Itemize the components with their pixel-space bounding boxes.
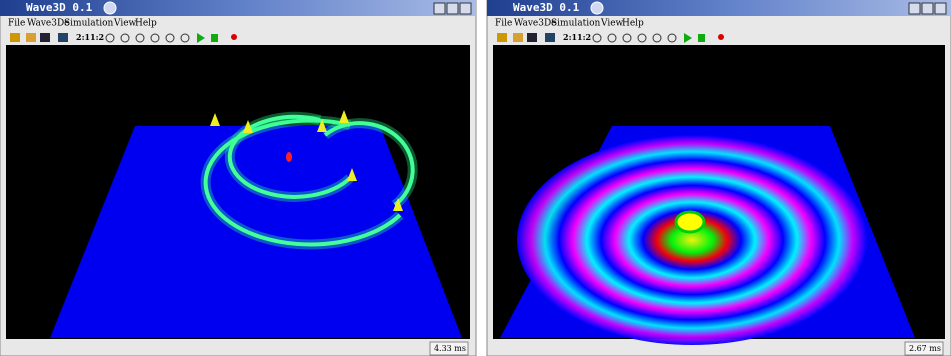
menu-item[interactable]: Help [135, 19, 157, 29]
window-close-button[interactable] [460, 3, 471, 14]
menu-item[interactable]: View [600, 19, 624, 29]
toolbar-button[interactable] [497, 33, 507, 42]
title-icon [591, 2, 603, 14]
pause-button[interactable] [211, 34, 218, 42]
window-min-button[interactable] [909, 3, 920, 14]
window-title: Wave3D 0.1 [513, 1, 580, 14]
toolbar-button[interactable] [545, 33, 555, 42]
menu-item[interactable]: File [8, 19, 25, 29]
toolbar-button[interactable] [26, 33, 36, 42]
status-text: 4.33 ms [434, 344, 466, 353]
peak [286, 152, 292, 162]
menu-item[interactable]: View [113, 19, 137, 29]
window-title: Wave3D 0.1 [26, 1, 93, 14]
ripple [517, 135, 867, 345]
toolbar-button[interactable] [40, 33, 50, 42]
window-close-button[interactable] [935, 3, 946, 14]
toolbar-button[interactable]: 2:1 [563, 32, 577, 42]
status-text: 2.67 ms [909, 344, 941, 353]
toolbar-button[interactable] [10, 33, 20, 42]
window-max-button[interactable] [447, 3, 458, 14]
menu-item[interactable]: Help [622, 19, 644, 29]
record-button[interactable] [231, 34, 237, 40]
menu-item[interactable]: Simulation [551, 19, 601, 29]
window-min-button[interactable] [434, 3, 445, 14]
center-peak [676, 212, 704, 232]
toolbar-button[interactable]: 2:1 [76, 32, 90, 42]
toolbar-button[interactable]: 1:2 [577, 32, 591, 42]
menu-item[interactable]: Simulation [64, 19, 114, 29]
screenshot: Wave3D 0.1FileWave3DeSimulationViewHelp2… [0, 0, 951, 356]
toolbar-button[interactable] [513, 33, 523, 42]
toolbar-button[interactable] [527, 33, 537, 42]
title-icon [104, 2, 116, 14]
page: Wave3D 0.1FileWave3DeSimulationViewHelp2… [0, 0, 951, 356]
menu-item[interactable]: File [495, 19, 512, 29]
record-button[interactable] [718, 34, 724, 40]
toolbar-button[interactable]: 1:2 [90, 32, 104, 42]
toolbar-button[interactable] [58, 33, 68, 42]
pause-button[interactable] [698, 34, 705, 42]
window-max-button[interactable] [922, 3, 933, 14]
